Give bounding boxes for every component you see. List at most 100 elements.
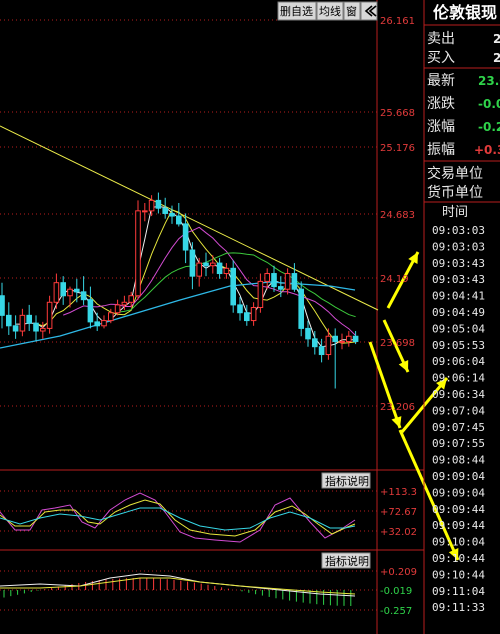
candlestick-series[interactable] [0, 192, 359, 389]
candle-body [237, 304, 243, 314]
ma-line-magenta [63, 226, 356, 336]
arrow-head [448, 548, 459, 560]
info-label-trade-unit: 交易单位 [427, 165, 483, 182]
indicator1-panel: 指标说明 +113.3 +72.67 +32.02 [321, 472, 417, 538]
candle-body [40, 327, 46, 332]
price-label: 23.206 [380, 402, 415, 413]
quote-value-change: -0.0 [478, 97, 500, 111]
ma-line-green [117, 252, 356, 318]
ma-line-cyan [0, 281, 356, 349]
toolbar-btn-window[interactable] [343, 1, 361, 21]
candle-body [108, 312, 114, 322]
arrow-shaft [398, 429, 460, 561]
yellow-arrows [368, 251, 460, 561]
candle-body [114, 304, 121, 314]
kdj-line-j [0, 492, 356, 543]
candle-body [216, 262, 223, 275]
arrow-head [436, 378, 447, 390]
quote-value-sell: 2 [493, 32, 500, 46]
price-label: 25.668 [380, 108, 415, 119]
time-list-item: 09:08:44 [432, 454, 485, 467]
indicator1-help-label: 指标说明 [325, 474, 369, 488]
time-list-item: 09:10:44 [432, 552, 485, 565]
time-list-item: 09:03:43 [432, 273, 485, 286]
price-label: 23.698 [380, 338, 415, 349]
indicator2-help-button[interactable] [321, 552, 371, 569]
time-list-item: 09:07:45 [432, 421, 485, 434]
candle-body [12, 325, 19, 332]
quote-sidebar: 伦敦银现 卖出 2 买入 2 最新 23.0 涨跌 -0.0 涨幅 -0.2 振… [423, 0, 500, 634]
indicator1-label: +32.02 [380, 527, 417, 538]
candle-body [312, 338, 318, 348]
arrow-head [391, 416, 402, 428]
indicator1-label: +72.67 [380, 507, 417, 518]
time-list-item: 09:09:04 [432, 486, 485, 499]
quote-label-amplitude: 振幅 [427, 142, 455, 158]
quote-label-pct: 涨幅 [427, 119, 455, 135]
time-list-item: 09:11:33 [432, 601, 485, 614]
trend-line [0, 125, 379, 311]
candle-body [26, 314, 32, 324]
candle-body [230, 267, 236, 306]
quote-label-buy: 买入 [427, 50, 455, 66]
indicator2-label: -0.019 [380, 586, 412, 597]
kdj-line-k [0, 507, 356, 531]
candle-body [60, 282, 67, 297]
candle-body [250, 307, 257, 322]
candle-body [257, 280, 264, 309]
time-list[interactable]: 09:03:03 09:03:03 09:03:43 09:03:43 09:04:41… [432, 224, 485, 614]
toolbar-btn-remove-watch[interactable] [277, 1, 317, 21]
quote-value-buy: 2 [493, 51, 500, 65]
candle-body [325, 335, 332, 356]
quote-label-last: 最新 [427, 73, 455, 89]
macd-line-dif [0, 573, 356, 597]
toolbar-btn-ma[interactable] [316, 1, 344, 21]
toolbar-btn-remove-watch-label: 删自选 [280, 5, 313, 18]
candle-body [223, 267, 230, 275]
price-axis: 26.161 25.668 25.176 24.683 24.19 23.698… [380, 16, 415, 413]
candle-body [67, 288, 73, 297]
candle-body [94, 321, 101, 327]
candle-body [196, 262, 202, 277]
price-label: 26.161 [380, 16, 415, 27]
time-list-item: 09:04:49 [432, 306, 485, 319]
indicator2-label: -0.257 [380, 606, 412, 617]
candle-body [182, 223, 189, 251]
candle-body [271, 273, 277, 288]
candle-body [0, 295, 5, 316]
candle-body [46, 301, 53, 329]
chevrons-left-icon-glyph [364, 5, 377, 17]
candle-body [19, 314, 26, 332]
candle-body [169, 212, 175, 217]
indicator2-lines [0, 573, 356, 606]
candle-body [6, 314, 12, 327]
indicator1-help-button[interactable] [321, 472, 371, 489]
time-list-item: 09:06:04 [432, 355, 485, 368]
instrument-title: 伦敦银现 [433, 3, 497, 22]
candle-body [148, 199, 155, 212]
candle-body [284, 273, 291, 290]
candle-body [291, 273, 298, 290]
time-list-item: 09:07:04 [432, 404, 485, 417]
candle-body [87, 299, 94, 323]
time-list-item: 09:07:55 [432, 437, 485, 450]
quote-value-amplitude: +0.3 [474, 143, 500, 157]
candle-body [176, 215, 182, 225]
toolbar: 删自选 均线 窗 [277, 1, 378, 21]
candle-body [278, 286, 284, 290]
indicator2-help-label: 指标说明 [325, 554, 369, 568]
quote-label-change: 涨跌 [427, 96, 455, 112]
toolbar-btn-window-label: 窗 [346, 4, 357, 18]
candle-body [346, 335, 352, 342]
quote-value-last: 23.0 [478, 74, 500, 88]
candle-body [264, 273, 270, 282]
price-label: 25.176 [380, 143, 415, 154]
time-list-item: 09:03:43 [432, 257, 485, 270]
trend-line-segment [0, 125, 379, 311]
candle-body [244, 312, 250, 322]
indicator2-label: +0.209 [380, 567, 417, 578]
time-list-item: 09:10:44 [432, 568, 485, 581]
time-list-item: 09:09:04 [432, 470, 485, 483]
time-list-item: 09:04:41 [432, 290, 485, 303]
